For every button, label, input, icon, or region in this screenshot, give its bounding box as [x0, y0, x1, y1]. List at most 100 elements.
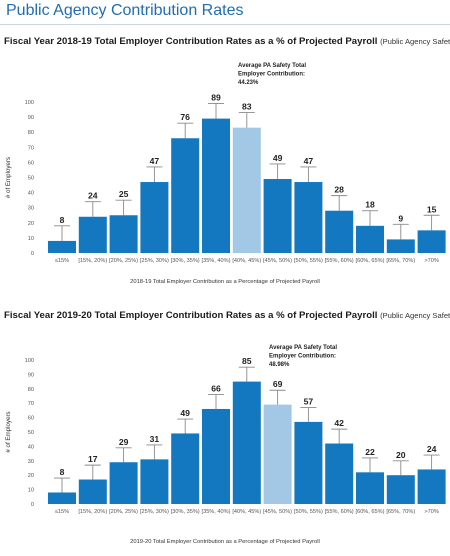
bar — [78, 479, 107, 504]
bar — [48, 240, 76, 253]
x-axis-label: 2018-19 Total Employer Contribution as a… — [130, 279, 320, 285]
bar-value-label: 85 — [242, 356, 252, 366]
y-tick-label: 100 — [25, 358, 34, 364]
chart-2-title: Fiscal Year 2019-20 Total Employer Contr… — [4, 310, 450, 321]
y-tick-label: 100 — [25, 100, 34, 106]
bar — [109, 215, 138, 253]
x-tick-label: [65%, 70%) — [386, 258, 415, 264]
x-tick-label: [40%, 45%) — [232, 258, 261, 264]
bar-value-label: 24 — [88, 191, 98, 201]
bar-value-label: 49 — [180, 408, 190, 418]
x-tick-label: [50%, 55%) — [294, 258, 323, 264]
bar-value-label: 69 — [273, 379, 283, 389]
bar — [294, 421, 323, 504]
bar-value-label: 24 — [427, 444, 437, 454]
average-annotation-line: Average PA Safety Total — [269, 345, 337, 351]
bar-value-label: 66 — [211, 384, 221, 394]
x-tick-label: [30%, 35%) — [171, 258, 200, 264]
y-tick-label: 80 — [28, 130, 34, 136]
bar — [232, 381, 261, 504]
chart-2: 0 10 20 30 40 50 60 70 80 90 100 # of Employers 8 ≤15… — [5, 345, 446, 545]
title-divider — [0, 24, 450, 25]
bar — [78, 216, 107, 253]
x-tick-label: [40%, 45%) — [232, 509, 261, 515]
x-tick-label: [55%, 60%) — [325, 509, 354, 515]
y-tick-label: 60 — [28, 160, 34, 166]
average-annotation-line: Employer Contribution: — [238, 72, 305, 78]
bar-value-label: 20 — [396, 450, 406, 460]
x-tick-label: [15%, 20%) — [78, 509, 107, 515]
average-annotation-line: 44.23% — [238, 80, 259, 86]
average-annotation-line: 48.98% — [269, 362, 290, 368]
bar-value-label: 57 — [304, 397, 314, 407]
bar-value-label: 15 — [427, 204, 437, 214]
bar-value-label: 49 — [273, 153, 283, 163]
y-axis-label: # of Employers — [5, 411, 12, 452]
y-tick-label: 40 — [28, 191, 34, 197]
y-tick-label: 0 — [31, 502, 34, 508]
bar-value-label: 8 — [60, 215, 65, 225]
bar-value-label: 83 — [242, 102, 252, 112]
average-annotation-line: Average PA Safety Total — [238, 63, 306, 69]
bar — [140, 182, 169, 253]
chart-2-subtitle: (Public Agency Safety) — [380, 311, 450, 320]
bar-value-label: 47 — [304, 156, 314, 166]
bar — [417, 230, 446, 253]
y-tick-label: 70 — [28, 145, 34, 151]
bar-value-label: 31 — [150, 434, 160, 444]
bar-value-label: 17 — [88, 454, 98, 464]
y-tick-label: 90 — [28, 372, 34, 378]
bar-value-label: 42 — [334, 418, 344, 428]
x-tick-label: [60%, 65%) — [356, 509, 385, 515]
bar — [386, 475, 415, 504]
bar — [48, 492, 76, 504]
y-tick-label: 50 — [28, 176, 34, 182]
x-tick-label: [55%, 60%) — [325, 258, 354, 264]
bar-value-label: 9 — [398, 213, 403, 223]
bar-value-label: 25 — [119, 189, 129, 199]
bar — [140, 459, 169, 504]
x-tick-label: [45%, 50%) — [263, 509, 292, 515]
bar — [263, 179, 292, 253]
page-title: Public Agency Contribution Rates — [6, 2, 244, 19]
bar-value-label: 22 — [365, 447, 375, 457]
x-tick-label: [25%, 30%) — [140, 509, 169, 515]
y-tick-label: 90 — [28, 115, 34, 121]
y-tick-label: 10 — [28, 236, 34, 242]
x-tick-label: ≤15% — [55, 509, 69, 515]
y-tick-label: 20 — [28, 221, 34, 227]
bar — [294, 182, 323, 253]
chart-2-title-text: Fiscal Year 2019-20 Total Employer Contr… — [4, 310, 378, 321]
bar — [202, 408, 230, 504]
bar — [325, 443, 354, 504]
bar-average — [232, 127, 261, 253]
x-axis-label: 2019-20 Total Employer Contribution as a… — [130, 539, 320, 545]
x-tick-label: [65%, 70%) — [386, 509, 415, 515]
x-tick-label: [35%, 40%) — [202, 509, 231, 515]
x-tick-label: [50%, 55%) — [294, 509, 323, 515]
bar-value-label: 89 — [211, 93, 221, 103]
chart-1: 0 10 20 30 40 50 60 70 80 90 100 # of Employers 8 ≤15… — [5, 63, 446, 285]
y-axis-label: # of Employers — [5, 157, 12, 198]
x-tick-label: ≤15% — [55, 258, 69, 264]
bar-average — [263, 404, 292, 504]
chart-1-title: Fiscal Year 2018-19 Total Employer Contr… — [4, 36, 450, 47]
bar-value-label: 29 — [119, 437, 129, 447]
bar — [417, 469, 446, 504]
bar-value-label: 47 — [150, 156, 160, 166]
x-tick-label: [35%, 40%) — [202, 258, 231, 264]
bar — [171, 433, 200, 504]
y-tick-label: 70 — [28, 401, 34, 407]
bar — [171, 138, 200, 253]
bar — [109, 462, 138, 504]
x-tick-label: >70% — [424, 258, 438, 264]
bar-value-label: 8 — [60, 467, 65, 477]
bar-value-label: 76 — [180, 112, 190, 122]
x-tick-label: >70% — [424, 509, 438, 515]
bar — [356, 225, 384, 253]
y-tick-label: 0 — [31, 251, 34, 257]
bar-value-label: 28 — [334, 185, 344, 195]
y-tick-label: 40 — [28, 444, 34, 450]
chart-1-title-text: Fiscal Year 2018-19 Total Employer Contr… — [4, 36, 378, 47]
y-tick-label: 50 — [28, 430, 34, 436]
